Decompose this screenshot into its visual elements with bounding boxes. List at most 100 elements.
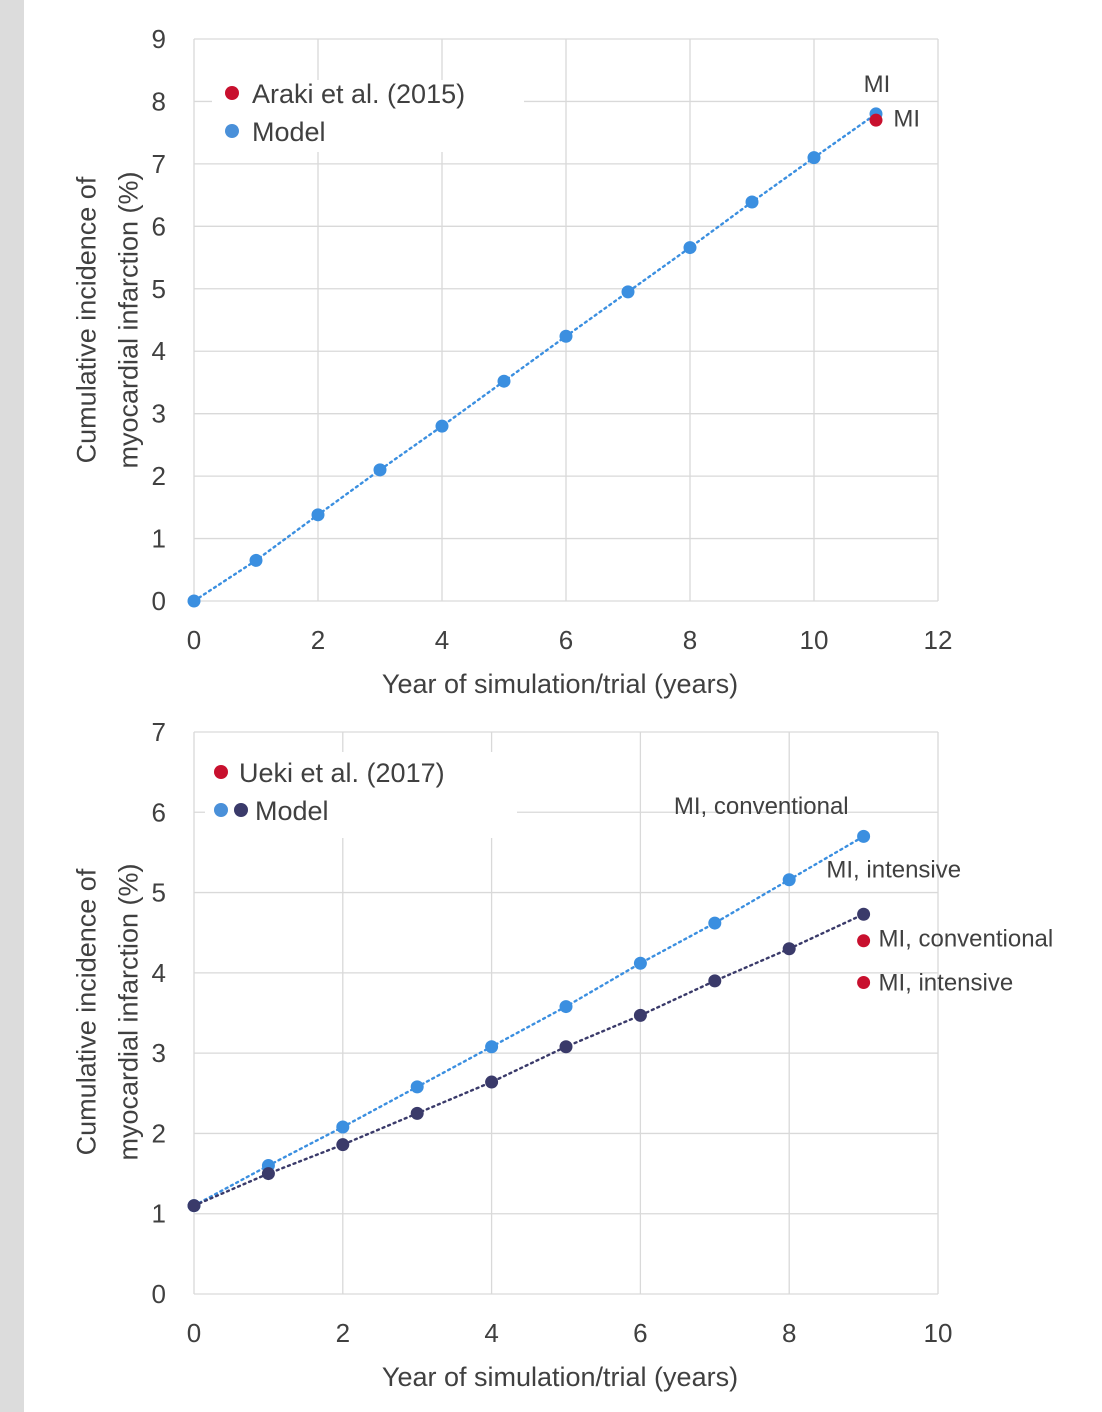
y-tick-label: 8 [152, 86, 166, 116]
y-tick-label: 3 [152, 399, 166, 429]
data-point [311, 508, 325, 522]
data-point [857, 975, 871, 989]
point-annotation: MI, intensive [878, 970, 1013, 997]
legend-label: Model [255, 796, 329, 826]
data-point [187, 1199, 201, 1213]
data-point [485, 1040, 499, 1054]
data-point [857, 934, 871, 948]
data-point [633, 1008, 647, 1022]
y-tick-label: 7 [152, 717, 166, 747]
data-point [485, 1075, 499, 1089]
y-axis-title: myocardial infarction (%) [113, 171, 143, 468]
x-axis-title: Year of simulation/trial (years) [382, 669, 738, 699]
data-point [336, 1120, 350, 1134]
x-tick-label: 2 [311, 625, 325, 655]
data-point [410, 1106, 424, 1120]
legend-marker [225, 86, 239, 100]
legend-box [212, 80, 524, 152]
x-tick-label: 8 [683, 625, 697, 655]
legend-label: Model [252, 117, 326, 147]
data-point [559, 1040, 573, 1054]
trendline [192, 835, 865, 1207]
legend-marker [225, 124, 239, 138]
x-tick-label: 0 [187, 625, 201, 655]
legend-label: Araki et al. (2015) [252, 79, 465, 109]
point-annotation: MI, intensive [826, 856, 961, 883]
data-point [807, 151, 821, 165]
legend-marker [214, 765, 228, 779]
y-axis-title: Cumulative incidence of [71, 868, 101, 1155]
x-tick-label: 2 [336, 1318, 350, 1348]
data-point [559, 329, 573, 343]
series-model [187, 107, 883, 608]
trendline [192, 112, 878, 603]
data-point [633, 956, 647, 970]
y-axis-title: Cumulative incidence of [71, 176, 101, 463]
x-tick-label: 4 [484, 1318, 498, 1348]
x-tick-label: 12 [924, 625, 953, 655]
point-annotation: MI, conventional [674, 793, 849, 820]
legend-box [205, 752, 517, 838]
x-tick-label: 10 [800, 625, 829, 655]
data-point [410, 1080, 424, 1094]
y-tick-label: 6 [152, 797, 166, 827]
data-point [559, 1000, 573, 1014]
data-point [435, 419, 449, 433]
y-tick-label: 1 [152, 524, 166, 554]
y-tick-label: 3 [152, 1038, 166, 1068]
series-araki-et-al-2015 [869, 113, 883, 127]
legend-marker [234, 803, 248, 817]
x-tick-label: 6 [633, 1318, 647, 1348]
legend: Araki et al. (2015) Model [212, 79, 524, 152]
x-tick-label: 6 [559, 625, 573, 655]
data-point [745, 195, 759, 209]
y-tick-label: 7 [152, 149, 166, 179]
data-point [857, 829, 871, 843]
y-tick-label: 2 [152, 1118, 166, 1148]
x-tick-label: 8 [782, 1318, 796, 1348]
y-tick-label: 5 [152, 878, 166, 908]
data-point [708, 974, 722, 988]
data-point [261, 1167, 275, 1181]
legend: Ueki et al. (2017) Model [205, 752, 517, 838]
y-axis-title: myocardial infarction (%) [113, 863, 143, 1160]
left-margin-strip [0, 0, 24, 1412]
point-annotation: MI, conventional [878, 925, 1053, 952]
data-point [857, 907, 871, 921]
data-point [249, 553, 263, 567]
x-tick-label: 4 [435, 625, 449, 655]
legend-marker [214, 803, 228, 817]
chart-ueki: 0 1 2 3 4 5 6 7 0 2 4 6 8 10 Year of simulation/trial … [71, 717, 1053, 1392]
x-tick-label: 10 [924, 1318, 953, 1348]
x-axis-title: Year of simulation/trial (years) [382, 1362, 738, 1392]
point-annotation: MI [864, 71, 891, 98]
y-tick-label: 6 [152, 211, 166, 241]
data-point [373, 463, 387, 477]
data-point [708, 916, 722, 930]
trendline [192, 913, 865, 1207]
x-tick-label: 0 [187, 1318, 201, 1348]
series-model-conventional [187, 829, 871, 1213]
y-tick-label: 5 [152, 274, 166, 304]
data-point [336, 1138, 350, 1152]
series-model-intensive [187, 907, 871, 1213]
y-tick-label: 0 [152, 1279, 166, 1309]
y-tick-label: 9 [152, 24, 166, 54]
y-tick-label: 4 [152, 336, 166, 366]
y-tick-label: 2 [152, 461, 166, 491]
y-tick-label: 0 [152, 586, 166, 616]
y-tick-label: 4 [152, 958, 166, 988]
y-tick-label: 1 [152, 1199, 166, 1229]
series-ueki-et-al-2017 [857, 934, 871, 989]
data-point [782, 873, 796, 887]
point-annotation: MI [893, 105, 920, 132]
data-point [497, 374, 511, 388]
legend-label: Ueki et al. (2017) [239, 758, 445, 788]
data-point [187, 594, 201, 608]
data-point [621, 285, 635, 299]
data-point [869, 113, 883, 127]
data-point [683, 241, 697, 255]
data-point [782, 942, 796, 956]
